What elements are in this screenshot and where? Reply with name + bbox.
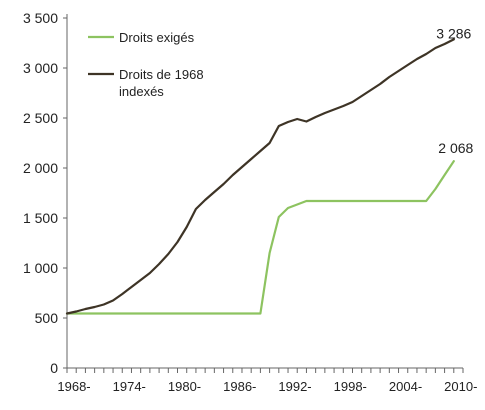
- y-tick-label: 500: [35, 310, 59, 326]
- y-tick-label: 0: [50, 360, 58, 376]
- y-tick-label: 3 500: [23, 10, 58, 26]
- end-label-2: 3 286: [436, 25, 471, 41]
- end-labels: 2 068 3 286: [436, 25, 473, 156]
- series-line-2: [65, 38, 455, 315]
- y-tick-label: 3 000: [23, 60, 58, 76]
- x-tick-label: 1980-: [168, 379, 201, 394]
- y-tick-label: 2 500: [23, 110, 58, 126]
- x-tick-label: 1998-: [334, 379, 367, 394]
- legend-label-2: Droits de 1968 indexés: [119, 67, 204, 99]
- axes: 0 500 1 000 1 500 2 000 2 500 3 000 3 500 1968- 1…: [23, 10, 477, 394]
- legend-label-1: Droits exigés: [119, 30, 195, 45]
- series-line-1: [65, 160, 455, 315]
- legend: Droits exigés Droits de 1968 indexés: [88, 30, 204, 99]
- end-label-1: 2 068: [438, 140, 473, 156]
- y-tick-label: 2 000: [23, 160, 58, 176]
- x-tick-label: 2010-: [444, 379, 477, 394]
- x-tick-label: 1992-: [278, 379, 311, 394]
- x-tick-label: 1974-: [113, 379, 146, 394]
- y-tick-label: 1 500: [23, 210, 58, 226]
- series-lines: [65, 38, 455, 315]
- x-tick-label: 2004-: [389, 379, 422, 394]
- x-tick-label: 1986-: [223, 379, 256, 394]
- y-tick-label: 1 000: [23, 260, 58, 276]
- x-tick-label: 1968-: [57, 379, 90, 394]
